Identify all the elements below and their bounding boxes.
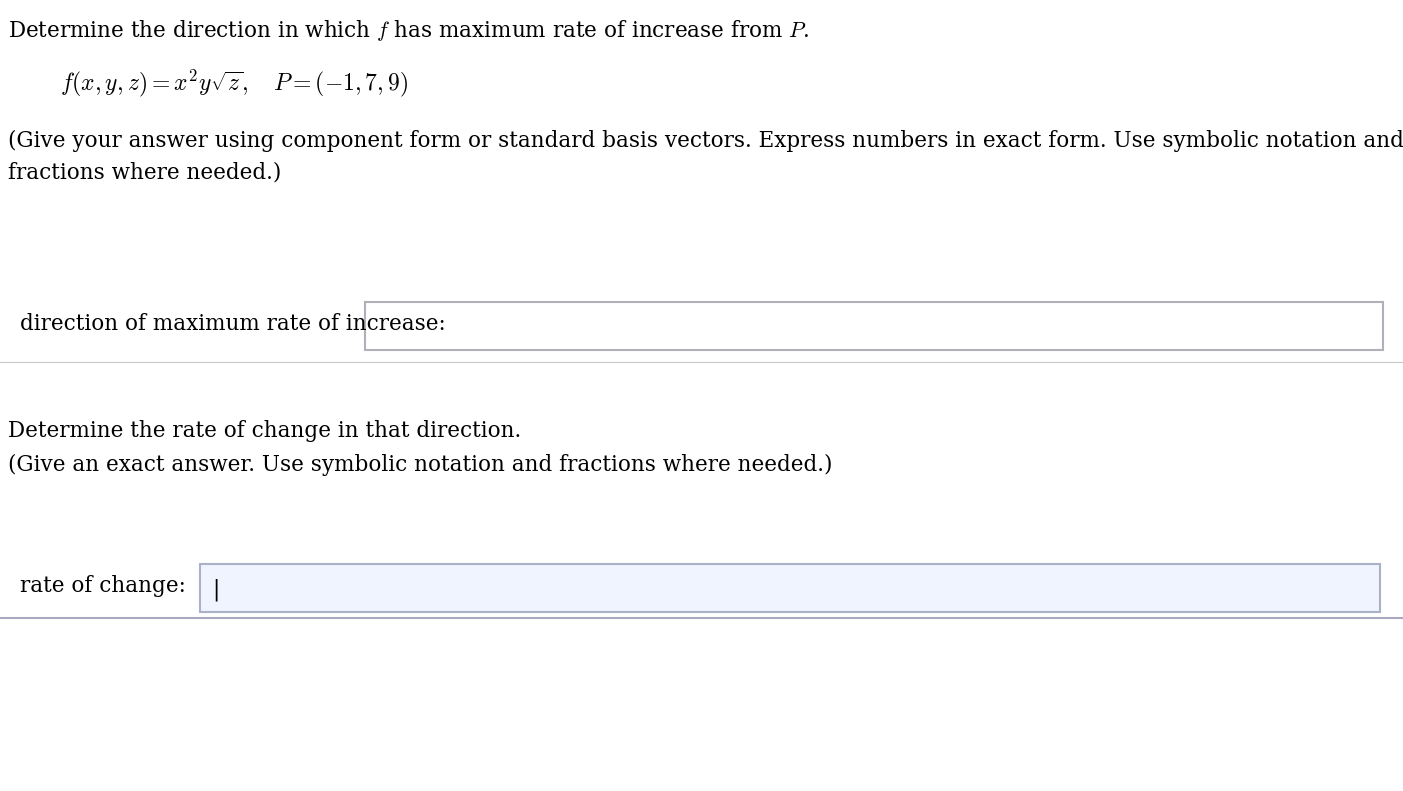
FancyBboxPatch shape [365, 302, 1383, 350]
Text: Determine the rate of change in that direction.: Determine the rate of change in that dir… [8, 420, 522, 442]
Text: $f(x, y, z) = x^2 y\sqrt{z},\quad P = (-1, 7, 9)$: $f(x, y, z) = x^2 y\sqrt{z},\quad P = (-… [60, 68, 408, 99]
FancyBboxPatch shape [201, 564, 1381, 612]
Text: |: | [212, 579, 219, 601]
Text: rate of change:: rate of change: [20, 575, 185, 597]
Text: direction of maximum rate of increase:: direction of maximum rate of increase: [20, 313, 446, 335]
Text: Determine the direction in which $f$ has maximum rate of increase from $P$.: Determine the direction in which $f$ has… [8, 18, 810, 43]
Text: (Give an exact answer. Use symbolic notation and fractions where needed.): (Give an exact answer. Use symbolic nota… [8, 454, 832, 476]
Text: fractions where needed.): fractions where needed.) [8, 162, 282, 184]
Text: (Give your answer using component form or standard basis vectors. Express number: (Give your answer using component form o… [8, 130, 1403, 152]
